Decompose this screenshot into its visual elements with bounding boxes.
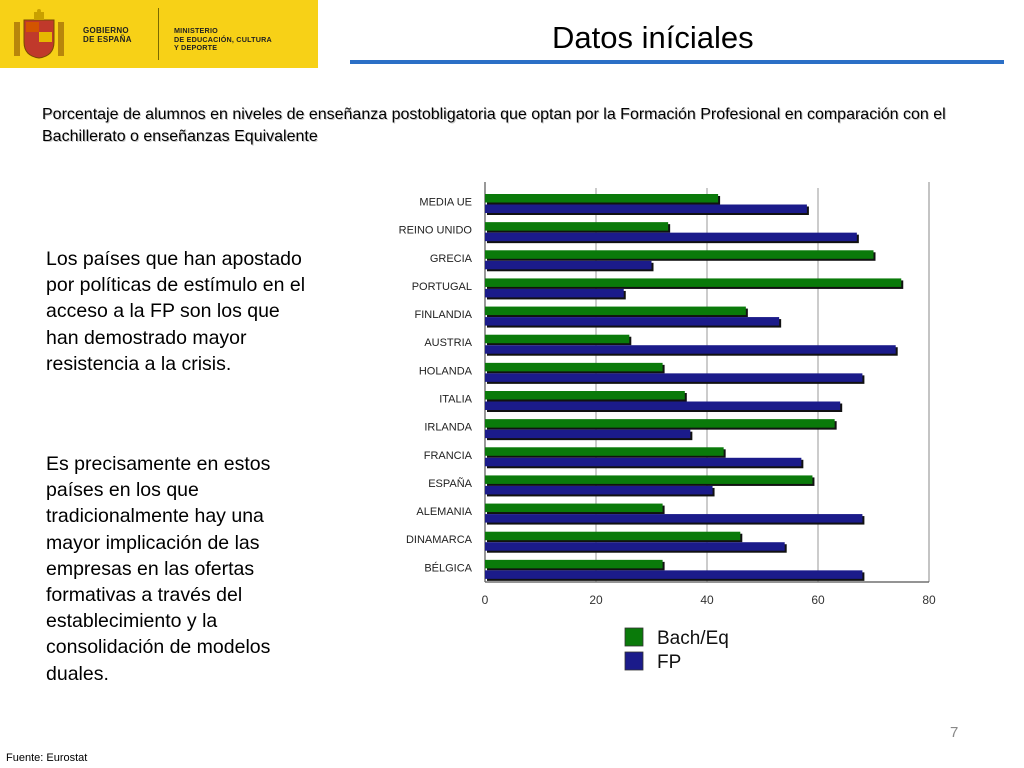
x-tick-label: 60 — [811, 593, 825, 607]
page-number: 7 — [950, 724, 959, 741]
bar-fp — [485, 457, 802, 467]
bar-bach — [485, 306, 746, 316]
bar-bach — [485, 419, 835, 428]
chart-subtitle: Porcentaje de alumnos en niveles de ense… — [42, 106, 946, 145]
category-label: IRLANDA — [424, 422, 472, 434]
bar-bach — [485, 250, 874, 259]
bar-fp — [485, 542, 785, 551]
coat-of-arms-icon — [14, 9, 64, 59]
bar-fp — [485, 232, 857, 242]
category-label: PORTUGAL — [412, 281, 472, 293]
bar-fp — [485, 401, 841, 410]
page-title: Datos iníciales — [552, 20, 754, 55]
bar-fp — [485, 485, 713, 495]
bar-fp — [485, 345, 896, 354]
bar-bach — [485, 334, 630, 344]
bar-bach — [485, 531, 741, 541]
bar-bach — [485, 222, 669, 231]
category-label: GRECIA — [430, 253, 473, 265]
bar-fp — [485, 204, 807, 213]
x-tick-label: 20 — [589, 593, 603, 607]
x-tick-label: 80 — [922, 593, 936, 607]
source-note: Fuente: Eurostat — [6, 752, 88, 764]
bar-fp — [485, 288, 624, 298]
bar-fp — [485, 317, 780, 326]
ministry-logo: GOBIERNO DE ESPAÑA MINISTERIO DE EDUCACI… — [0, 0, 318, 68]
government-label: GOBIERNO DE ESPAÑA — [83, 26, 132, 44]
bar-bach — [485, 447, 724, 456]
category-label: MEDIA UE — [419, 197, 472, 209]
bar-fp — [485, 514, 863, 523]
ministry-label: MINISTERIO DE EDUCACIÓN, CULTURA Y DEPOR… — [174, 26, 272, 52]
category-label: HOLANDA — [419, 365, 473, 377]
category-label: ITALIA — [439, 394, 472, 406]
category-label: BÉLGICA — [424, 561, 472, 574]
x-tick-label: 40 — [700, 593, 714, 607]
bar-fp — [485, 373, 863, 382]
bar-bach — [485, 278, 902, 287]
bar-chart: 0 20 40 60 80 MEDIA UE REINO UNIDO GRECIA PORTUG… — [399, 182, 936, 673]
bar-bach — [485, 475, 813, 484]
bar-bach — [485, 362, 663, 372]
legend-label: FP — [657, 652, 681, 673]
bar-fp — [485, 260, 652, 270]
body-paragraph-2: Es precisamente en estos países en los q… — [46, 453, 271, 685]
bar-fp — [485, 429, 691, 439]
bar-bach — [485, 194, 719, 203]
category-label: DINAMARCA — [406, 534, 473, 546]
logo-divider — [158, 8, 159, 60]
bar-bach — [485, 503, 663, 513]
legend-label: Bach/Eq — [657, 628, 729, 649]
title-underline — [350, 60, 1004, 64]
body-paragraph-1: Los países que han apostado por política… — [46, 248, 306, 375]
category-label: ALEMANIA — [416, 506, 472, 518]
bar-fp — [485, 570, 863, 579]
category-label: AUSTRIA — [424, 337, 472, 349]
legend-swatch — [624, 627, 644, 647]
category-label: FINLANDIA — [415, 309, 473, 321]
category-label: REINO UNIDO — [399, 225, 473, 237]
legend-swatch — [624, 651, 644, 671]
x-tick-label: 0 — [482, 593, 489, 607]
bar-bach — [485, 559, 663, 569]
category-label: FRANCIA — [424, 450, 473, 462]
bar-bach — [485, 391, 685, 400]
category-label: ESPAÑA — [428, 477, 472, 490]
